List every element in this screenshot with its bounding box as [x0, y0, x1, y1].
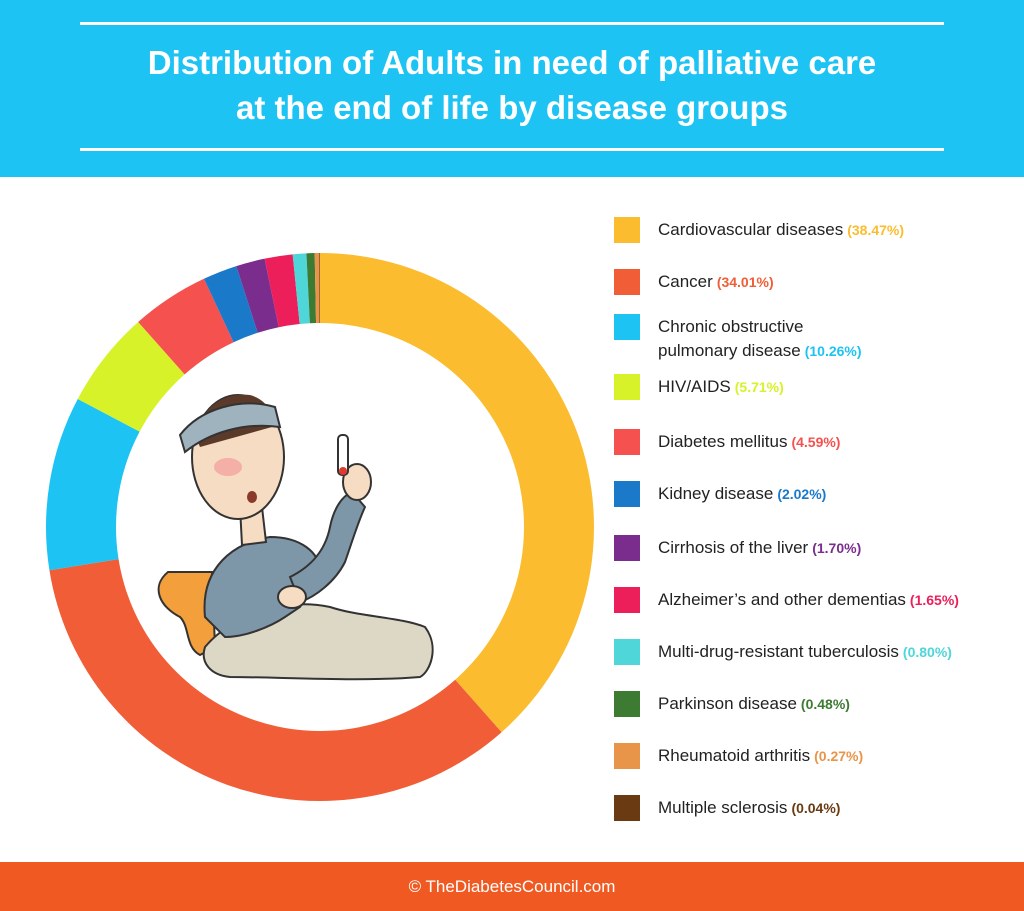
- legend-value-7: (1.65%): [909, 592, 959, 608]
- legend-label-6: Cirrhosis of the liver (1.70%): [658, 538, 862, 557]
- donut-chart: [45, 253, 594, 801]
- legend-swatch-1: [614, 269, 640, 295]
- legend-label-9: Parkinson disease (0.48%): [658, 694, 850, 713]
- ice-pack: [178, 402, 282, 454]
- donut-slice-11: [319, 253, 320, 324]
- legend-label-line2: pulmonary disease: [658, 341, 801, 360]
- legend-label-10: Rheumatoid arthritis (0.27%): [658, 746, 864, 765]
- donut-slice-6: [236, 258, 279, 333]
- legend-value-2: (10.26%): [804, 343, 862, 359]
- donut-slice-8: [292, 253, 310, 325]
- legend-label-11: Multiple sclerosis (0.04%): [658, 798, 841, 817]
- legend-label-0: Cardiovascular diseases (38.47%): [658, 220, 905, 239]
- legend-swatch-9: [614, 691, 640, 717]
- legend-label-8: Multi-drug-resistant tuberculosis (0.80%): [658, 642, 952, 661]
- thermometer-bulb: [339, 467, 347, 475]
- legend-value-10: (0.27%): [814, 748, 864, 764]
- legend-swatch-7: [614, 587, 640, 613]
- legend-label-2: Chronic obstructive pulmonary disease (10.…: [658, 315, 862, 363]
- legend-value-6: (1.70%): [812, 540, 862, 556]
- title-banner: Distribution of Adults in need of pallia…: [0, 0, 1024, 177]
- legend-label-1: Cancer (34.01%): [658, 272, 774, 291]
- legend-swatch-10: [614, 743, 640, 769]
- legend-label-5: Kidney disease (2.02%): [658, 484, 827, 503]
- donut-slice-1: [49, 559, 502, 801]
- legend-label-4: Diabetes mellitus (4.59%): [658, 432, 841, 451]
- legend-swatch-6: [614, 535, 640, 561]
- legend-swatch-8: [614, 639, 640, 665]
- legend-value-3: (5.71%): [734, 379, 784, 395]
- legend-label-7: Alzheimer’s and other dementias (1.65%): [658, 590, 959, 609]
- chest-hand: [277, 585, 307, 609]
- donut-slices: [45, 253, 594, 801]
- legend-value-5: (2.02%): [777, 486, 827, 502]
- legend-swatch-2: [614, 314, 640, 340]
- legend-swatch-11: [614, 795, 640, 821]
- donut-slice-2: [45, 398, 140, 571]
- raised-hand: [342, 463, 372, 501]
- pillow-shape: [157, 571, 217, 657]
- donut-slice-7: [264, 254, 300, 328]
- chart-title-line1: Distribution of Adults in need of pallia…: [147, 44, 877, 81]
- donut-slice-10: [314, 253, 320, 324]
- legend-label-3: HIV/AIDS (5.71%): [658, 377, 784, 396]
- donut-slice-0: [320, 253, 594, 733]
- legend-value-1: (34.01%): [716, 274, 774, 290]
- legend-swatch-4: [614, 429, 640, 455]
- legend-value-0: (38.47%): [847, 222, 905, 238]
- legend-label-line1: Chronic obstructive: [658, 317, 804, 336]
- donut-slice-4: [138, 278, 234, 375]
- footer-credit: © TheDiabetesCouncil.com: [0, 862, 1024, 911]
- title-bottom-rule: [80, 148, 944, 151]
- legend-value-4: (4.59%): [791, 434, 841, 450]
- legend-swatch-3: [614, 374, 640, 400]
- donut-slice-9: [306, 253, 317, 324]
- donut-slice-5: [203, 266, 258, 343]
- legend-swatch-0: [614, 217, 640, 243]
- mouth: [247, 491, 257, 503]
- cheek-blush: [214, 458, 242, 476]
- chart-title-line2: at the end of life by disease groups: [236, 89, 788, 126]
- legend-value-8: (0.80%): [902, 644, 952, 660]
- legend-swatch-5: [614, 481, 640, 507]
- legend-value-11: (0.04%): [791, 800, 841, 816]
- donut-slice-3: [77, 322, 185, 432]
- sick-man-illustration: [157, 394, 434, 681]
- title-top-rule: [80, 22, 944, 25]
- legend-value-9: (0.48%): [800, 696, 850, 712]
- chart-title: Distribution of Adults in need of pallia…: [0, 40, 1024, 130]
